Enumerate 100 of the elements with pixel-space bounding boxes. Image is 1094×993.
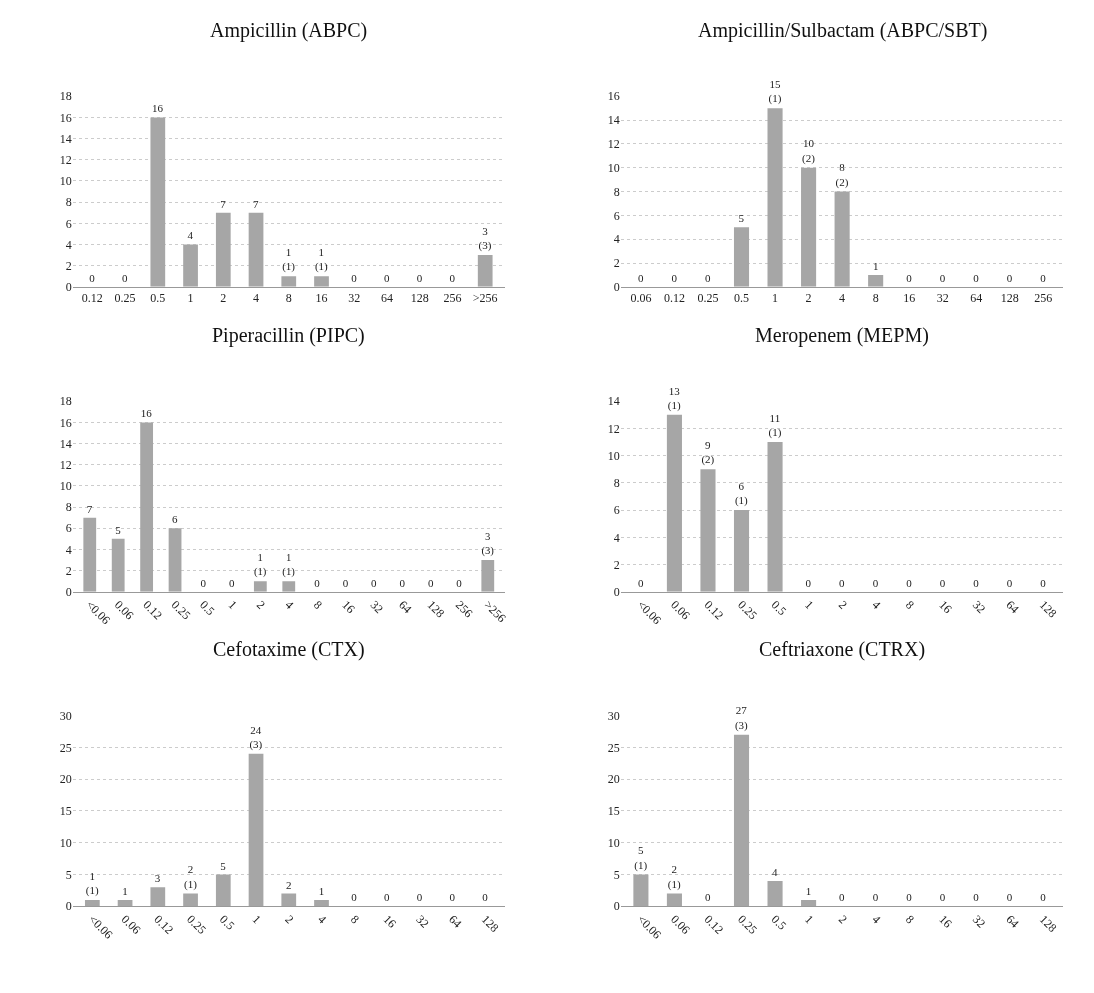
x-tick-label: 64 bbox=[970, 291, 983, 306]
y-tick-label: 2 bbox=[65, 258, 72, 273]
data-label: 0 bbox=[399, 576, 406, 589]
y-tick-label: 8 bbox=[65, 195, 72, 210]
x-tick-label: 64 bbox=[1003, 912, 1022, 931]
x-tick-label: 8 bbox=[902, 597, 917, 612]
x-tick-label: 16 bbox=[380, 912, 399, 931]
x-tick-label: 128 bbox=[1000, 291, 1019, 306]
bar bbox=[834, 191, 850, 287]
data-label: 0 bbox=[671, 271, 678, 284]
data-label: 0 bbox=[1006, 271, 1013, 284]
y-tick-label: 0 bbox=[613, 899, 620, 914]
y-tick-label: 8 bbox=[613, 184, 620, 199]
data-label: 1 (1) bbox=[253, 551, 267, 579]
x-tick-label: 8 bbox=[285, 291, 292, 306]
x-tick-label: 0.06 bbox=[668, 912, 693, 937]
x-tick-label: 0.5 bbox=[216, 912, 238, 933]
y-tick-label: 6 bbox=[65, 216, 72, 231]
x-tick-label: 1 bbox=[772, 291, 779, 306]
x-tick-label: 0.12 bbox=[701, 597, 727, 623]
bar bbox=[868, 274, 884, 287]
y-tick-label: 4 bbox=[613, 530, 620, 545]
y-tick-label: 0 bbox=[65, 280, 72, 295]
data-label: 7 bbox=[86, 502, 93, 515]
data-label: 0 bbox=[383, 271, 390, 284]
bar bbox=[314, 899, 329, 907]
data-label: 4 bbox=[187, 229, 194, 242]
x-tick-label: 256 bbox=[1034, 291, 1053, 306]
data-label: 3 (3) bbox=[478, 224, 492, 253]
data-label: 0 bbox=[973, 271, 980, 284]
data-label: 0 bbox=[973, 891, 980, 904]
y-tick-label: 14 bbox=[59, 436, 72, 451]
y-tick-label: 20 bbox=[59, 772, 72, 787]
data-label: 7 bbox=[253, 197, 260, 210]
data-label: 5 bbox=[220, 859, 227, 872]
data-label: 0 bbox=[449, 891, 456, 904]
x-tick-label: 0.25 bbox=[735, 912, 760, 937]
x-tick-label: 4 bbox=[315, 912, 330, 927]
x-tick-label: 8 bbox=[872, 291, 879, 306]
data-label: 0 bbox=[416, 271, 423, 284]
data-label: 16 bbox=[152, 102, 164, 115]
data-label: 1 bbox=[318, 884, 325, 897]
x-tick-label: 0.12 bbox=[151, 912, 177, 937]
y-tick-label: 16 bbox=[607, 89, 620, 104]
x-tick-label: 32 bbox=[936, 291, 949, 306]
bar bbox=[733, 734, 750, 907]
x-tick-label: 0.06 bbox=[630, 291, 652, 306]
y-tick-label: 6 bbox=[613, 503, 620, 518]
x-tick-label: 16 bbox=[315, 291, 328, 306]
y-tick-label: 4 bbox=[65, 237, 72, 252]
x-tick-label: 1 bbox=[225, 597, 240, 612]
y-tick-label: 18 bbox=[59, 394, 72, 409]
data-label: 7 bbox=[220, 197, 227, 210]
x-tick-label: 0.25 bbox=[114, 291, 136, 306]
x-tick-label: 128 bbox=[410, 291, 429, 306]
y-tick-label: 25 bbox=[607, 740, 620, 755]
bar bbox=[767, 880, 783, 907]
y-tick-label: 8 bbox=[65, 500, 72, 515]
chart-title: Ampicillin/Sulbactam (ABPC/SBT) bbox=[698, 19, 988, 42]
y-tick-label: 15 bbox=[59, 804, 72, 819]
x-tick-label: 1 bbox=[249, 912, 264, 927]
bar bbox=[733, 510, 750, 592]
data-label: 3 bbox=[154, 872, 161, 885]
data-label: 10 (2) bbox=[802, 137, 816, 165]
x-tick-label: 256 bbox=[443, 291, 462, 306]
y-tick-label: 5 bbox=[613, 867, 620, 882]
x-tick-label: 256 bbox=[452, 597, 476, 621]
data-label: 0 bbox=[906, 576, 913, 589]
bar bbox=[150, 887, 166, 907]
x-tick-label: 0.06 bbox=[118, 912, 144, 937]
y-tick-label: 8 bbox=[613, 476, 620, 491]
y-tick-label: 10 bbox=[607, 835, 620, 850]
data-label: 0 bbox=[939, 271, 946, 284]
x-tick-label: 64 bbox=[1003, 597, 1022, 617]
x-tick-label: 1 bbox=[802, 912, 817, 927]
bar bbox=[282, 581, 296, 592]
data-label: 0 bbox=[939, 891, 946, 904]
x-tick-label: 0.25 bbox=[697, 291, 719, 306]
bar bbox=[481, 560, 495, 592]
x-tick-label: 16 bbox=[903, 291, 916, 306]
y-tick-label: 0 bbox=[613, 585, 620, 599]
x-tick-label: 128 bbox=[478, 912, 502, 935]
y-tick-label: 14 bbox=[59, 131, 72, 146]
bar bbox=[248, 753, 264, 907]
data-label: 0 bbox=[89, 271, 96, 284]
data-label: 2 (1) bbox=[183, 863, 198, 891]
y-tick-label: 14 bbox=[607, 113, 620, 128]
x-tick-label: 4 bbox=[869, 597, 884, 612]
chart-title: Piperacillin (PIPC) bbox=[212, 324, 365, 347]
x-tick-label: 0.25 bbox=[735, 597, 760, 623]
y-tick-label: 0 bbox=[613, 280, 620, 295]
y-tick-label: 12 bbox=[607, 421, 620, 436]
x-tick-label: 0.5 bbox=[734, 291, 750, 306]
x-tick-label: 16 bbox=[936, 912, 955, 931]
x-tick-label: 0.06 bbox=[668, 597, 693, 623]
x-tick-label: 32 bbox=[413, 912, 432, 931]
x-tick-label: 2 bbox=[835, 912, 850, 927]
x-tick-label: 4 bbox=[869, 912, 884, 927]
data-label: 0 bbox=[839, 576, 846, 589]
data-label: 24 (3) bbox=[249, 723, 263, 751]
